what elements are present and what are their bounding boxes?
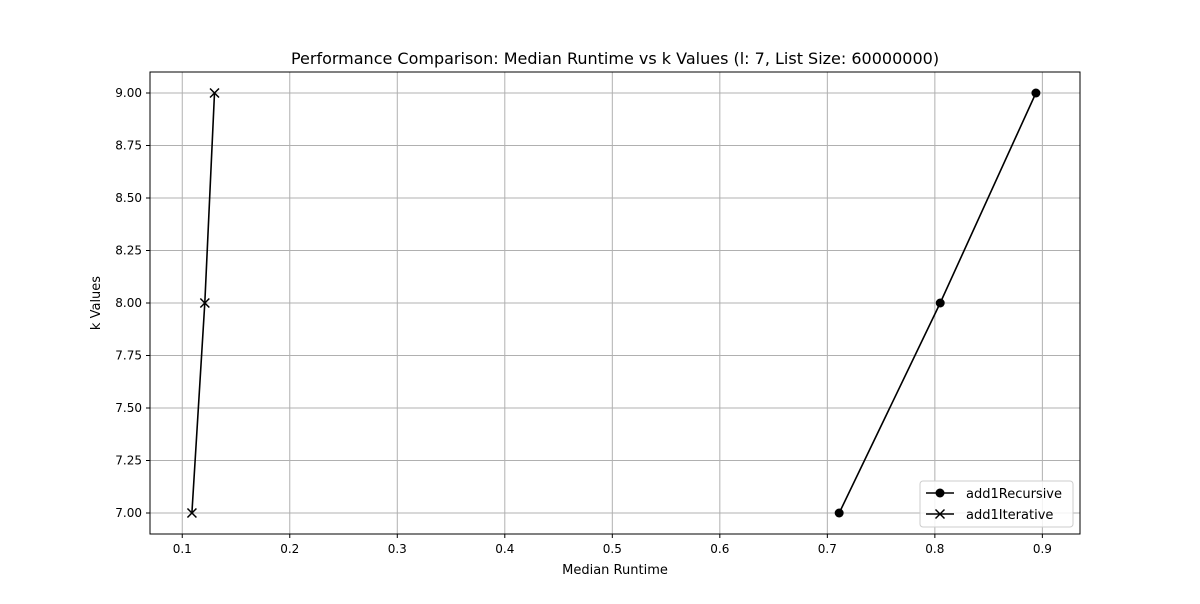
data-point-add1iterative — [209, 87, 220, 99]
legend-label-add1recursive: add1Recursive — [966, 487, 1062, 502]
legend: add1Recursive add1Iterative — [919, 480, 1074, 528]
x-tick-label: 0.4 — [495, 542, 514, 556]
x-tick-label: 0.2 — [280, 542, 299, 556]
x-axis-label: Median Runtime — [562, 563, 668, 578]
axis-ticks: 0.1 0.2 0.3 0.4 0.5 0.6 0.7 0.8 0.9 7.00 7.25 7.50 7… — [115, 86, 1052, 556]
x-tick-label: 0.3 — [388, 542, 407, 556]
x-tick-label: 0.6 — [710, 542, 729, 556]
data-point-add1iterative — [186, 507, 197, 519]
x-tick-label: 0.9 — [1033, 542, 1052, 556]
data-point-add1recursive — [935, 298, 945, 308]
data-point-add1recursive — [1031, 88, 1041, 98]
y-tick-label: 8.00 — [115, 296, 142, 310]
y-tick-label: 8.75 — [115, 139, 142, 153]
data-point-add1iterative — [199, 297, 210, 309]
legend-marker-add1recursive — [935, 488, 945, 498]
chart-title: Performance Comparison: Median Runtime v… — [291, 49, 939, 68]
x-tick-label: 0.5 — [603, 542, 622, 556]
y-tick-label: 7.75 — [115, 349, 142, 363]
y-tick-label: 8.50 — [115, 191, 142, 205]
series-layer — [186, 87, 1041, 519]
y-tick-label: 7.00 — [115, 506, 142, 520]
x-tick-label: 0.1 — [173, 542, 192, 556]
legend-box — [919, 480, 1074, 528]
y-tick-label: 8.25 — [115, 244, 142, 258]
legend-marker-add1iterative — [934, 508, 946, 520]
data-point-add1recursive — [834, 508, 844, 518]
y-axis-label: k Values — [89, 276, 104, 330]
y-tick-label: 9.00 — [115, 86, 142, 100]
y-tick-label: 7.50 — [115, 401, 142, 415]
x-tick-label: 0.8 — [925, 542, 944, 556]
y-tick-label: 7.25 — [115, 454, 142, 468]
x-tick-label: 0.7 — [818, 542, 837, 556]
legend-label-add1iterative: add1Iterative — [966, 508, 1053, 523]
